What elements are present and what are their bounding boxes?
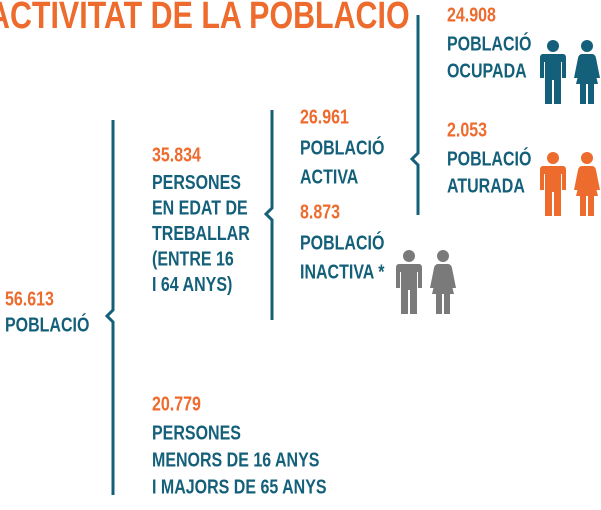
node-value: 24.908 bbox=[447, 4, 496, 26]
node-label: ACTIVA bbox=[300, 166, 358, 188]
node-label: POBLACIÓ bbox=[447, 147, 531, 170]
node-label: PERSONES bbox=[152, 171, 241, 193]
node-label: MENORS DE 16 ANYS bbox=[152, 449, 319, 471]
node-label: TREBALLAR bbox=[152, 222, 250, 244]
node-value: 56.613 bbox=[5, 288, 54, 310]
node-label: OCUPADA bbox=[447, 60, 527, 82]
unemployed-icons bbox=[540, 152, 600, 216]
node-label: I MAJORS DE 65 ANYS bbox=[152, 476, 327, 498]
node-label: I 64 ANYS) bbox=[152, 273, 232, 295]
man-icon bbox=[540, 40, 566, 104]
title: ACTIVITAT DE LA POBLACIÓ bbox=[0, 0, 410, 37]
node-value: 8.873 bbox=[300, 201, 340, 223]
bracket bbox=[104, 120, 115, 495]
inactive-icons bbox=[396, 250, 456, 314]
node-value: 35.834 bbox=[152, 144, 201, 166]
node-label: INACTIVA * bbox=[300, 261, 385, 283]
node-value: 20.779 bbox=[152, 393, 201, 415]
bracket bbox=[263, 110, 274, 320]
node-label: PERSONES bbox=[152, 422, 241, 444]
woman-icon bbox=[574, 40, 600, 104]
node-label: ATURADA bbox=[447, 175, 525, 197]
woman-icon bbox=[430, 250, 456, 314]
man-icon bbox=[540, 152, 566, 216]
node-label: POBLACIÓ bbox=[5, 313, 89, 336]
node-label: POBLACIÓ bbox=[300, 231, 384, 254]
node-value: 26.961 bbox=[300, 106, 349, 128]
node-label: POBLACIÓ bbox=[300, 136, 384, 159]
node-label: EN EDAT DE bbox=[152, 197, 248, 219]
bracket bbox=[409, 15, 420, 215]
node-value: 2.053 bbox=[447, 119, 487, 141]
woman-icon bbox=[574, 152, 600, 216]
employed-icons bbox=[540, 40, 600, 104]
man-icon bbox=[396, 250, 422, 314]
node-label: (ENTRE 16 bbox=[152, 248, 234, 270]
node-label: POBLACIÓ bbox=[447, 32, 531, 55]
